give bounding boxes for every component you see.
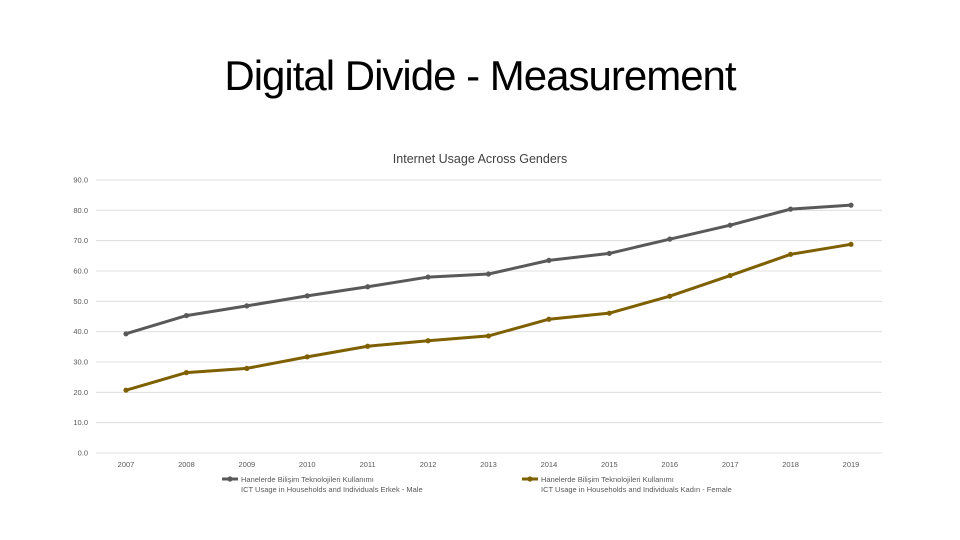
y-tick-label: 50.0 — [73, 297, 88, 306]
x-tick-label: 2013 — [480, 460, 497, 469]
data-point — [787, 206, 794, 212]
y-tick-label: 20.0 — [73, 388, 88, 397]
chart-title: Internet Usage Across Genders — [393, 152, 567, 166]
x-tick-label: 2017 — [722, 460, 739, 469]
data-point — [485, 333, 492, 339]
y-tick-label: 40.0 — [73, 327, 88, 336]
data-point — [667, 236, 673, 242]
data-point — [727, 222, 733, 228]
data-point — [848, 202, 854, 208]
data-point — [606, 250, 612, 257]
legend-label: ICT Usage in Households and Individuals … — [241, 485, 423, 494]
x-tick-label: 2011 — [360, 460, 376, 469]
y-tick-label: 0.0 — [78, 449, 88, 458]
x-axis-ticks: 2007 2008 2009 2010 2011 2012 2013 2014 2015 2016… — [118, 460, 860, 469]
legend: Hanelerde Bilişim Teknolojileri Kullanım… — [222, 475, 732, 494]
x-tick-label: 2007 — [118, 460, 135, 469]
x-tick-label: 2019 — [843, 460, 860, 469]
data-point — [727, 272, 733, 279]
x-tick-label: 2010 — [299, 460, 316, 469]
x-tick-label: 2016 — [661, 460, 678, 469]
legend-swatch-marker — [227, 476, 233, 482]
data-point — [546, 257, 552, 263]
legend-item: Hanelerde Bilişim Teknolojileri Kullanım… — [522, 475, 732, 494]
x-tick-label: 2014 — [541, 460, 558, 469]
y-axis-ticks: 0.0 10.0 20.0 30.0 40.0 50.0 60.0 70.0 80.0 90.0 — [73, 176, 88, 458]
legend-swatch-marker — [527, 476, 533, 482]
y-tick-label: 10.0 — [73, 418, 88, 427]
data-point — [425, 274, 431, 280]
x-tick-label: 2012 — [420, 460, 437, 469]
x-tick-label: 2018 — [782, 460, 799, 469]
series-line — [125, 242, 852, 392]
data-point — [606, 310, 612, 316]
data-point — [304, 354, 310, 360]
gridlines — [96, 179, 882, 454]
data-point — [425, 338, 431, 344]
data-point — [546, 316, 552, 322]
data-point — [787, 251, 794, 257]
legend-label: Hanelerde Bilişim Teknolojileri Kullanım… — [541, 475, 674, 484]
slide-title: Digital Divide - Measurement — [224, 52, 736, 99]
legend-label: Hanelerde Bilişim Teknolojileri Kullanım… — [241, 475, 374, 484]
x-tick-label: 2008 — [178, 460, 195, 469]
series-female — [123, 241, 854, 393]
y-tick-label: 70.0 — [73, 236, 88, 245]
data-point — [123, 331, 129, 337]
data-point — [123, 387, 129, 393]
data-point — [244, 303, 250, 309]
data-point — [667, 293, 673, 299]
series-layer — [123, 202, 854, 393]
y-tick-label: 30.0 — [73, 358, 88, 367]
data-point — [244, 365, 250, 371]
legend-label: ICT Usage in Households and Individuals … — [541, 485, 732, 494]
data-point — [304, 293, 310, 299]
x-tick-label: 2015 — [601, 460, 618, 469]
data-point — [365, 343, 371, 349]
data-point — [485, 271, 492, 277]
data-point — [848, 241, 854, 247]
data-point — [183, 370, 190, 376]
y-tick-label: 60.0 — [73, 267, 88, 276]
series-line — [125, 203, 852, 336]
x-tick-label: 2009 — [238, 460, 255, 469]
y-tick-label: 90.0 — [73, 176, 88, 185]
series-male — [123, 202, 854, 337]
legend-item: Hanelerde Bilişim Teknolojileri Kullanım… — [222, 475, 423, 494]
data-point — [183, 312, 190, 319]
data-point — [365, 284, 371, 290]
y-tick-label: 80.0 — [73, 206, 88, 215]
